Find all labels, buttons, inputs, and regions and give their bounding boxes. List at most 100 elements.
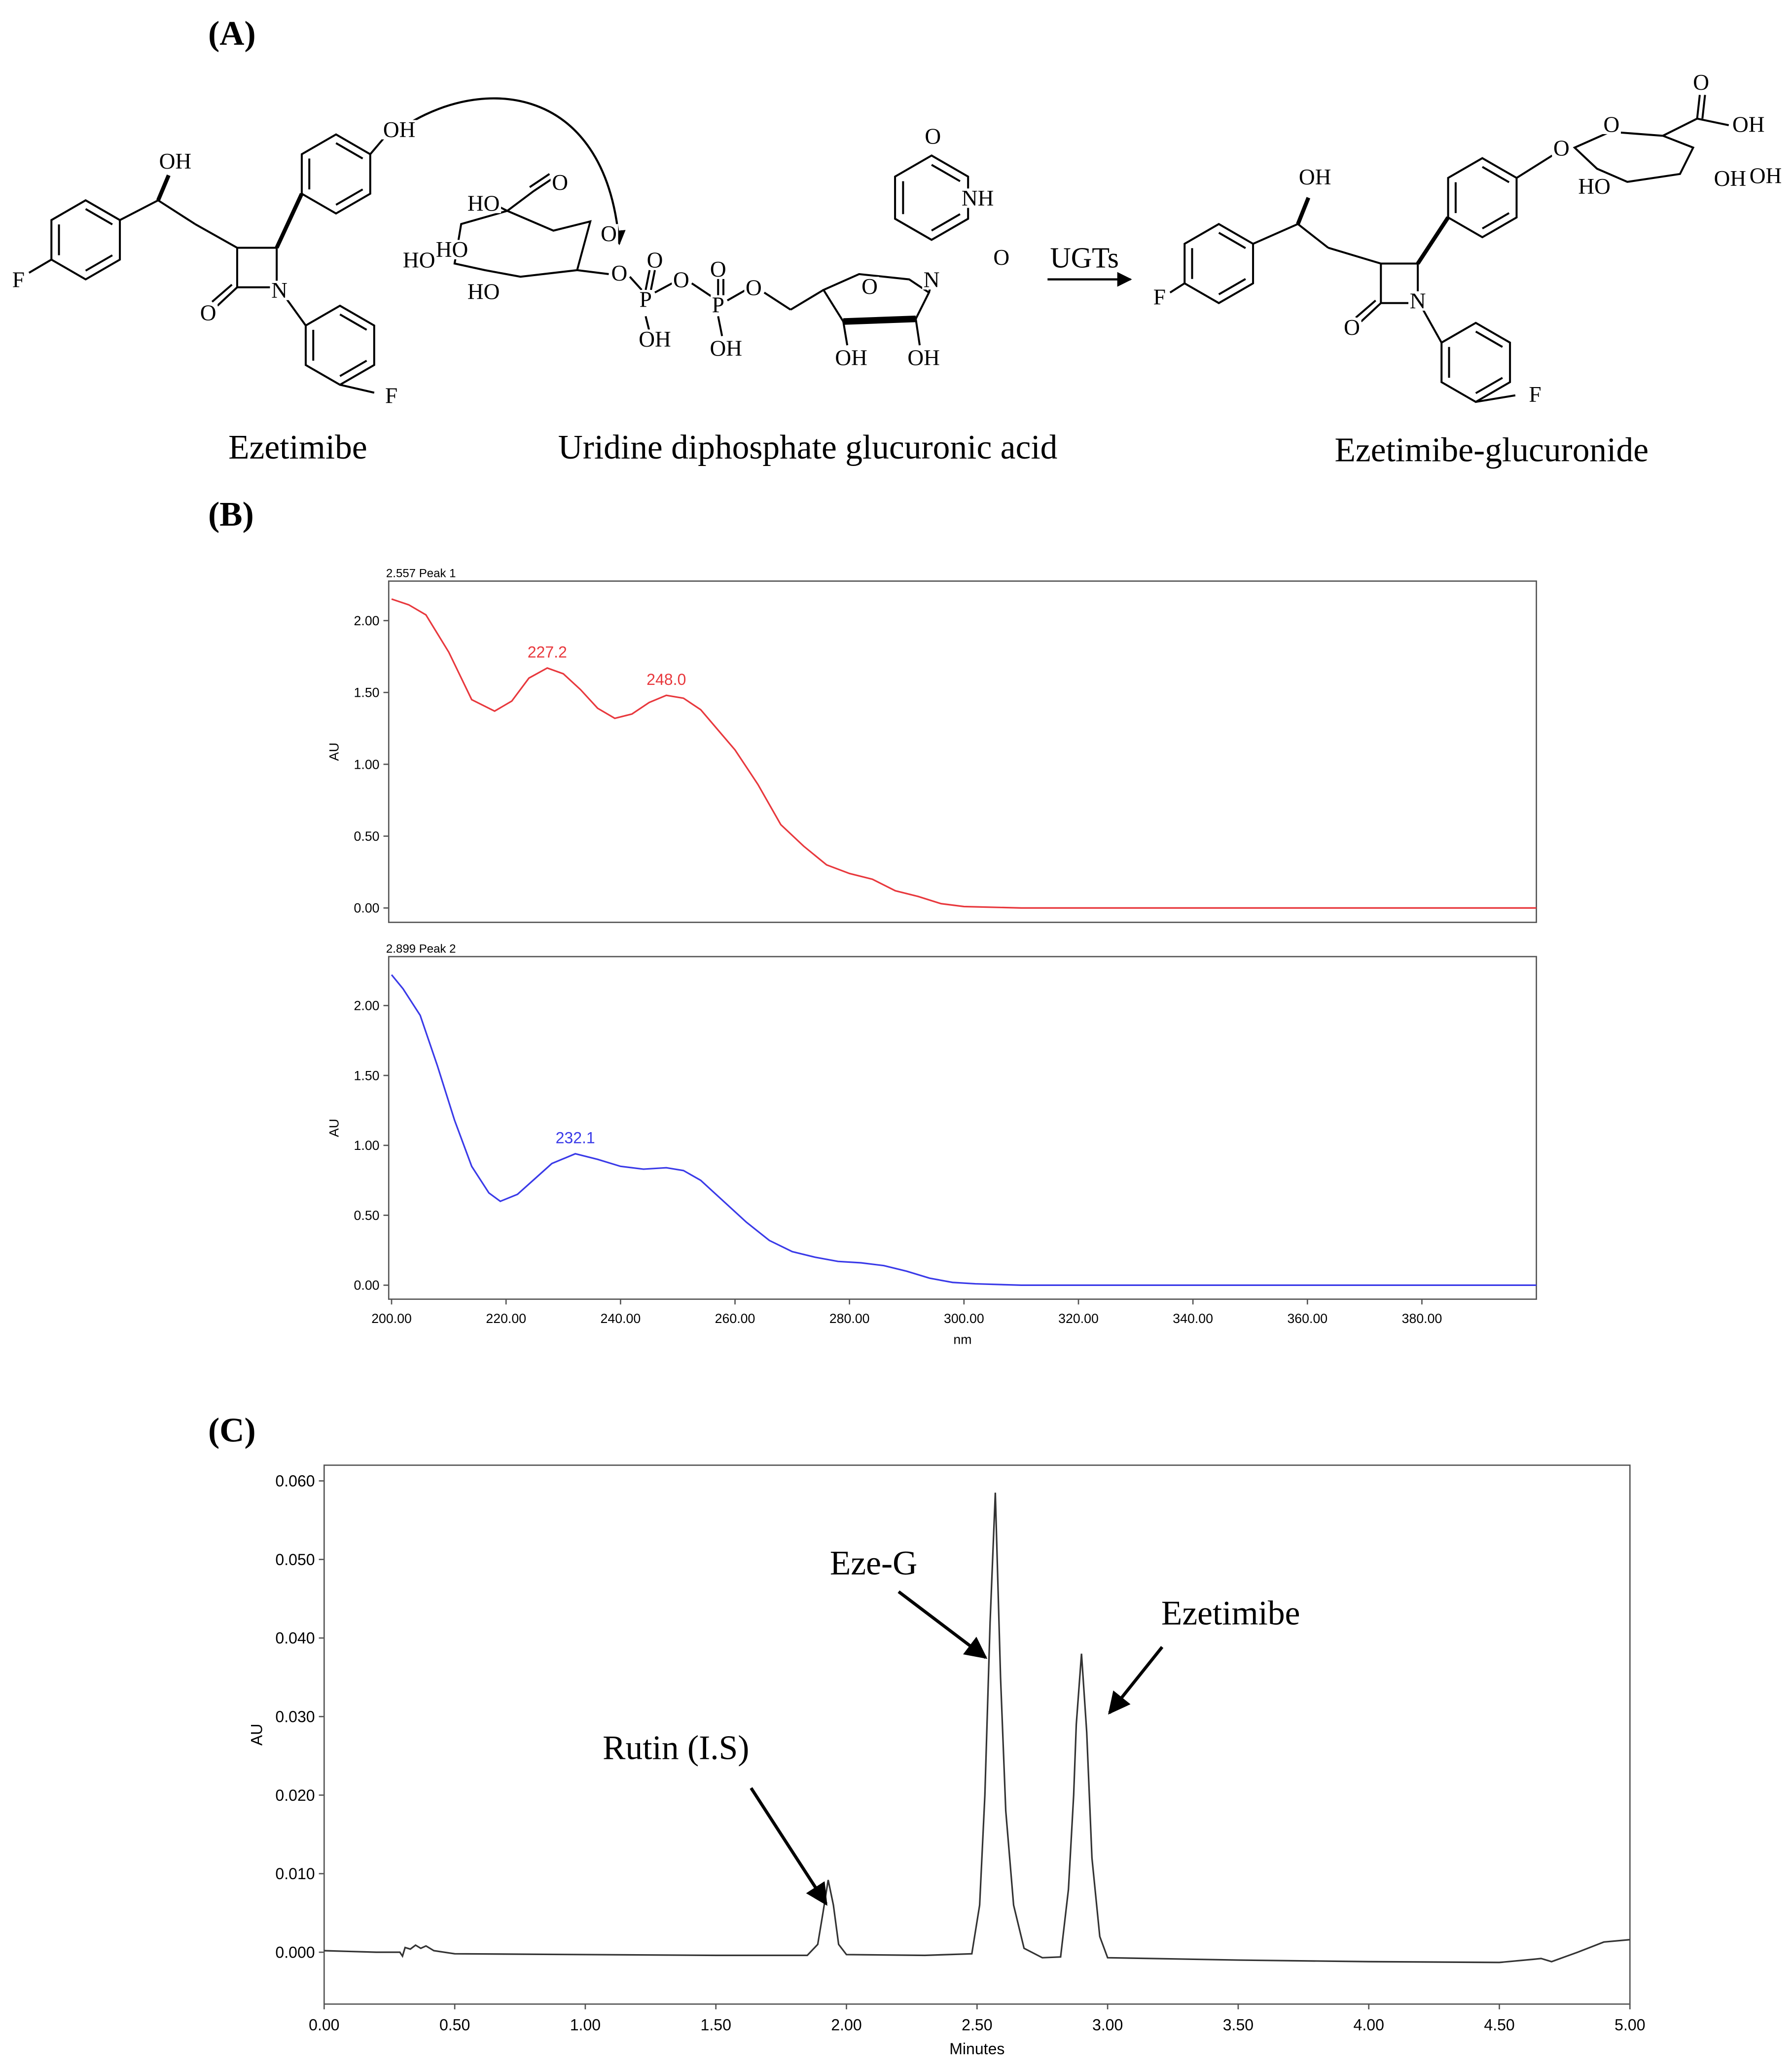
x-tick-label: 320.00 bbox=[1058, 1311, 1099, 1326]
bond bbox=[645, 316, 651, 332]
atom-label-bg bbox=[1342, 318, 1362, 337]
bond bbox=[1296, 197, 1311, 225]
atom-label: F bbox=[1529, 382, 1541, 407]
atom-label-bg bbox=[637, 329, 673, 349]
data-line bbox=[391, 974, 1537, 1286]
atom-label-bg bbox=[860, 277, 879, 296]
bond bbox=[1327, 247, 1381, 265]
bond bbox=[717, 316, 723, 336]
atom-label: OH bbox=[383, 117, 416, 142]
data-line bbox=[391, 598, 1537, 909]
y-tick-label: 0.000 bbox=[275, 1943, 315, 1961]
bond bbox=[211, 284, 233, 303]
ring bbox=[894, 154, 969, 241]
atom-label-bg bbox=[708, 338, 744, 358]
bond bbox=[790, 289, 824, 311]
atom-label: OH bbox=[1299, 165, 1331, 189]
double-bond bbox=[1218, 232, 1246, 249]
x-tick-label: 200.00 bbox=[371, 1311, 412, 1326]
charts: 2.557 Peak 1 0.00 0.50 1.00 1.50 2.00 AU 227.2 2… bbox=[248, 567, 1646, 2057]
atom-label-bg bbox=[1152, 287, 1167, 307]
ring bbox=[1447, 157, 1518, 239]
x-tick-label: 0.00 bbox=[309, 2016, 339, 2034]
y-axis-label: AU bbox=[327, 1119, 342, 1137]
atom-label-bg bbox=[923, 126, 942, 146]
bond bbox=[763, 291, 791, 311]
bond bbox=[1297, 223, 1329, 249]
y-axis-label: AU bbox=[248, 1724, 266, 1746]
bond bbox=[645, 270, 651, 290]
double-bond bbox=[931, 213, 961, 232]
bond bbox=[650, 270, 656, 290]
x-tick-label: 4.00 bbox=[1354, 2016, 1384, 2034]
atom-label: NH bbox=[962, 186, 994, 211]
atom-label-bg bbox=[906, 348, 941, 367]
enzyme-label: UGTs bbox=[1050, 242, 1119, 274]
reaction-curve-arrow bbox=[392, 97, 626, 246]
atom-label-bg bbox=[382, 120, 417, 140]
atom-label-bg bbox=[833, 348, 869, 367]
bond bbox=[1253, 223, 1298, 245]
double-bond bbox=[335, 142, 363, 160]
atom-label-bg bbox=[709, 259, 728, 279]
atom-label-bg bbox=[922, 270, 941, 290]
bond bbox=[119, 199, 159, 221]
data-line bbox=[324, 1493, 1630, 1963]
atom-label-bg bbox=[434, 240, 469, 259]
atom-label: O bbox=[611, 261, 627, 286]
bond bbox=[156, 174, 171, 201]
atom-label: OH bbox=[639, 327, 671, 352]
atom-label: HO bbox=[436, 237, 468, 262]
x-tick-label: 3.00 bbox=[1092, 2016, 1123, 2034]
atom-label-bg bbox=[638, 290, 653, 310]
atom-label: HO bbox=[467, 191, 500, 216]
bond bbox=[339, 384, 375, 394]
y-tick-label: 1.50 bbox=[354, 685, 380, 700]
bond bbox=[842, 321, 849, 346]
x-tick-label: 1.00 bbox=[570, 2016, 601, 2034]
y-tick-label: 0.50 bbox=[354, 1208, 380, 1223]
y-tick-label: 0.020 bbox=[275, 1786, 315, 1804]
peak-label: 227.2 bbox=[528, 643, 567, 661]
atom-label: O bbox=[746, 276, 762, 300]
panel-header: 2.557 Peak 1 bbox=[386, 567, 456, 580]
atom-label-bg bbox=[609, 263, 629, 283]
atom-label: HO bbox=[1578, 174, 1611, 199]
atom-label: O bbox=[200, 300, 216, 325]
molecule-name: Ezetimibe bbox=[228, 428, 367, 466]
bond bbox=[654, 282, 673, 294]
atom-label-bg bbox=[401, 250, 437, 270]
atom-label: O bbox=[1693, 70, 1709, 95]
molecule-name: Uridine diphosphate glucuronic acid bbox=[558, 428, 1058, 466]
atom-label-bg bbox=[1577, 177, 1612, 196]
ring bbox=[50, 199, 121, 281]
y-axis-label: AU bbox=[327, 743, 342, 761]
double-bond bbox=[1475, 330, 1503, 348]
atom-label-bg bbox=[1712, 169, 1748, 188]
bond bbox=[529, 173, 550, 188]
bond bbox=[915, 319, 921, 346]
atom-label-bg bbox=[744, 278, 763, 298]
y-tick-label: 0.00 bbox=[354, 901, 380, 916]
peak-annotation: Eze-G bbox=[830, 1544, 917, 1582]
panel-header: 2.899 Peak 2 bbox=[386, 942, 456, 956]
atom-label: N bbox=[271, 278, 287, 303]
y-tick-label: 0.50 bbox=[354, 829, 380, 844]
y-tick-label: 1.50 bbox=[354, 1068, 380, 1083]
atom-label: O bbox=[1344, 315, 1360, 340]
atom-label: OH bbox=[710, 336, 743, 361]
bond bbox=[1696, 95, 1701, 119]
atom-label: O bbox=[1553, 136, 1570, 160]
atom-label: OH bbox=[159, 149, 192, 174]
atom-label-bg bbox=[1297, 167, 1333, 187]
atom-label: O bbox=[1604, 112, 1620, 137]
ring bbox=[1183, 223, 1254, 304]
bond bbox=[533, 177, 554, 192]
x-tick-label: 340.00 bbox=[1173, 1311, 1213, 1326]
atom-label-bg bbox=[550, 173, 570, 192]
double-bond bbox=[339, 313, 367, 331]
atom-label: HO bbox=[403, 248, 435, 273]
